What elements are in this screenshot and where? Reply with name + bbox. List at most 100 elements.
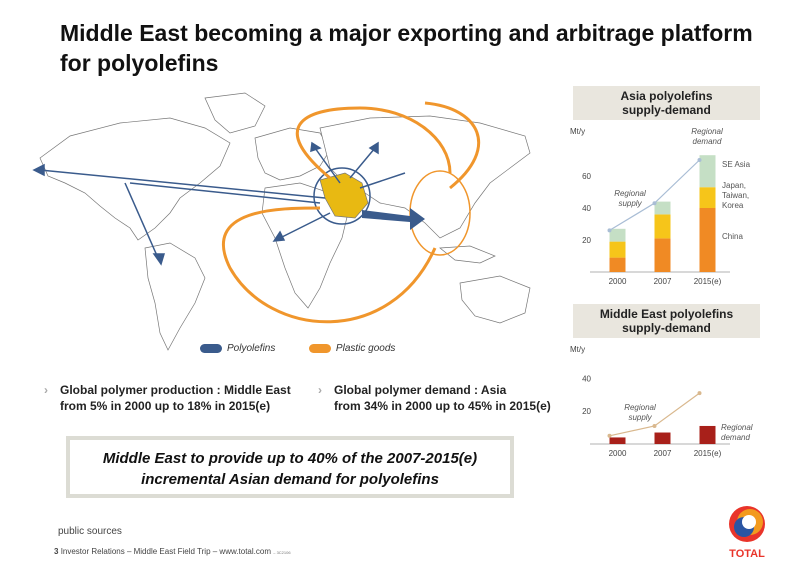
plastic-goods-loop-west [221,206,437,324]
chevron-right-icon: › [318,383,322,397]
bar-0-2-0 [609,228,626,242]
polyolefins-arrow-south-america [124,182,159,259]
panel-title-line: Asia polyolefins [620,89,713,103]
middle-east-shape [319,172,369,219]
annotation-regional-supply: supply [628,413,652,422]
annotation-regional-supply: Regional [614,189,646,198]
series-label-china: China [722,232,743,241]
australia-shape [459,275,531,324]
supply-point-0-1 [652,201,657,206]
y-tick-label: 60 [582,172,591,181]
x-tick-label: 2000 [609,449,627,458]
supply-point-1-0 [607,433,612,438]
annotation-regional-demand: Regional [721,423,753,432]
panel-title-line: supply-demand [622,321,711,335]
x-tick-label: 2000 [609,277,627,286]
bar-1-0-2 [699,425,716,444]
polyolefins-arrow-us [129,182,321,204]
europe-shape [254,127,331,181]
bar-0-0-2 [699,208,716,272]
bullet-line: from 34% in 2000 up to 45% in 2015(e) [334,399,551,413]
polyolefins-arrow-central-asia [359,172,406,189]
greenland-shape [204,92,266,134]
series-label-japan: Taiwan, [722,191,749,200]
y-tick-label: 20 [582,407,591,416]
x-tick-label: 2007 [654,277,672,286]
callout-line: Middle East to provide up to 40% of the … [102,450,478,467]
chevron-right-icon: › [44,383,48,397]
annotation-regional-supply: Regional [624,403,656,412]
y-tick-label: 40 [582,204,591,213]
bar-0-2-1 [654,201,671,215]
world-map [32,92,531,351]
polyolefins-arrow-europe [314,147,341,184]
x-tick-label: 2015(e) [694,277,722,286]
supply-point-1-2 [697,391,702,396]
source-note: public sources [58,526,122,537]
legend-polyolefins: Polyolefins [227,343,276,354]
series-label-japan: Japan, [722,181,746,190]
bullet-asia-demand: › Global polymer demand : Asia from 34% … [318,382,551,414]
logo-text: TOTAL [729,548,765,560]
y-axis-label: Mt/y [570,127,585,136]
polyolefins-arrowhead-europe [310,141,322,153]
total-logo: TOTAL [729,506,765,560]
annotation-regional-demand: demand [721,433,750,442]
plastic-goods-loop-east [424,101,481,190]
bullet-line: from 5% in 2000 up to 18% in 2015(e) [60,399,271,413]
polyolefins-legend-swatch [200,343,222,353]
series-label-japan: Korea [722,201,744,210]
polyolefins-arrowhead-west [32,163,45,177]
bar-0-0-1 [654,238,671,272]
series-label-se-asia: SE Asia [722,160,751,169]
polyolefins-arrow-russia [349,147,376,179]
polyolefins-arrow-americas [39,169,326,199]
bar-0-2-2 [699,155,716,188]
footer-text: Investor Relations – Middle East Field T… [60,547,271,556]
plastic-goods-legend-swatch [308,343,331,353]
me-panel-title: Middle East polyolefins supply-demand [573,304,760,338]
middle-east-circle [313,167,371,225]
supply-point-0-2 [697,158,702,162]
legend-plastic-goods: Plastic goods [335,343,396,354]
bullet-line: Global polymer production : Middle East [60,383,291,397]
bar-0-0-0 [609,257,626,272]
polyolefins-arrowhead-sa [152,253,166,266]
key-message-box: Middle East to provide up to 40% of the … [66,436,514,498]
bullet-middle-east-production: › Global polymer production : Middle Eas… [44,382,291,414]
bar-0-1-0 [609,241,626,258]
supply-point-0-0 [607,228,612,233]
bar-1-0-0 [609,437,626,444]
bullet-line: Global polymer demand : Asia [334,383,507,397]
south-america-shape [144,242,206,351]
panel-title-line: Middle East polyolefins [599,307,734,321]
supply-line-1 [609,392,700,437]
y-axis-label: Mt/y [570,345,585,354]
annotation-regional-supply: supply [618,199,642,208]
asia-panel-title: Asia polyolefins supply-demand [573,86,760,120]
plastic-goods-loop-north [295,106,452,180]
indonesia-shape [439,245,496,264]
supply-point-1-1 [652,423,657,428]
x-tick-label: 2015(e) [694,449,722,458]
footer: 3 Investor Relations – Middle East Field… [54,547,291,556]
bar-0-1-2 [699,187,716,208]
annotation-regional-demand: demand [693,137,722,146]
page-number: 3 [54,547,59,556]
y-tick-label: 40 [582,374,591,383]
y-tick-label: 20 [582,236,591,245]
bar-0-1-1 [654,214,671,239]
polyolefins-arrow-africa [279,212,331,239]
doc-code: – 3C2106 [273,550,291,555]
bar-1-0-1 [654,432,671,444]
panel-title-line: supply-demand [622,103,711,117]
polyolefins-arrow-asia [362,208,425,230]
callout-line: incremental Asian demand for polyolefins [141,471,439,488]
map-legend: Polyolefins Plastic goods [200,343,395,354]
annotation-regional-demand: Regional [691,127,723,136]
x-tick-label: 2007 [654,449,672,458]
polyolefins-arrowhead-africa [272,230,286,242]
polyolefins-arrowhead-russia [368,141,379,155]
